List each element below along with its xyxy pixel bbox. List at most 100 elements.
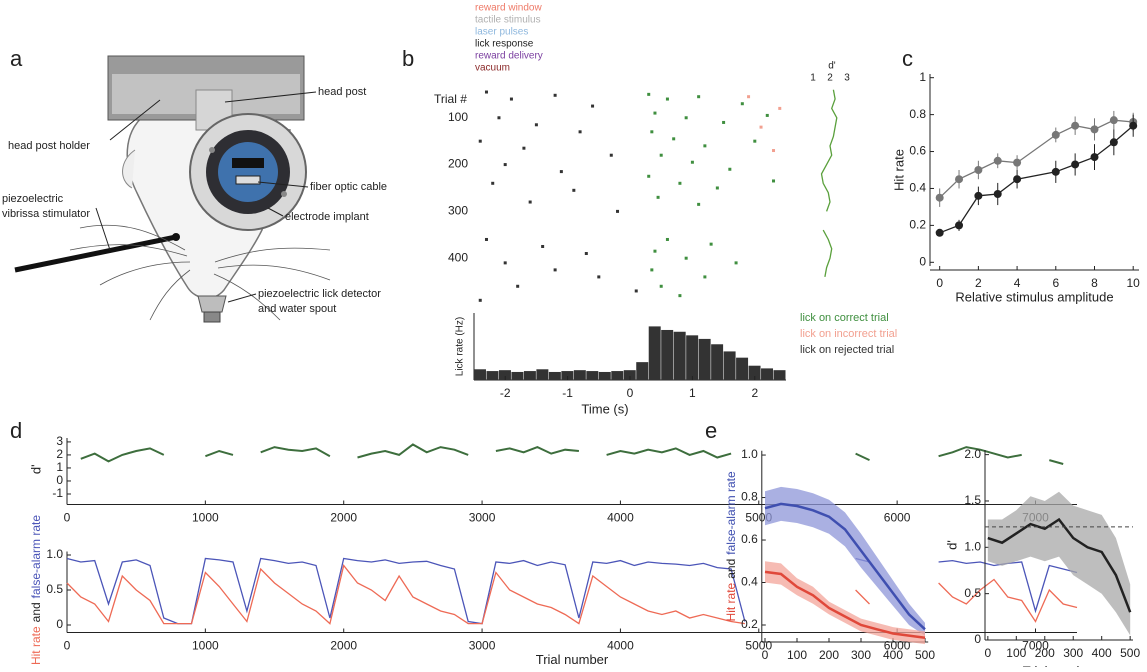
dprime-trace — [820, 89, 838, 278]
lick-mark — [709, 242, 713, 246]
x-tick-label: 0 — [936, 276, 943, 290]
lick-mark — [665, 97, 669, 101]
x-tick-label: -1 — [562, 386, 573, 400]
y-tick-label: -1 — [52, 486, 63, 500]
lick-mark — [653, 111, 657, 115]
y-axis-label-part: and — [29, 602, 43, 622]
lick-mark — [509, 97, 513, 101]
lick-mark — [684, 116, 688, 120]
lick-mark — [553, 268, 557, 272]
y-tick-label: 1.0 — [46, 547, 63, 561]
event-label: laser pulses — [475, 27, 528, 38]
histogram-bar — [486, 371, 499, 380]
lick-mark — [647, 92, 651, 96]
lick-mark — [616, 209, 620, 213]
y-tick-label: 0.5 — [46, 582, 63, 596]
leader-lines — [95, 91, 317, 303]
point — [1013, 175, 1022, 184]
lick-mark — [759, 125, 763, 129]
line — [939, 119, 1134, 199]
histogram-bar — [711, 344, 724, 380]
lick-mark — [528, 200, 532, 204]
panel-letter: e — [705, 418, 717, 443]
point — [974, 166, 983, 174]
lick-mark — [534, 123, 538, 127]
point — [1090, 153, 1099, 162]
y-tick-label: 0.4 — [909, 181, 926, 195]
y-axis-label-part: and — [724, 559, 738, 579]
panel-letter: a — [10, 46, 23, 71]
lick-mark — [634, 289, 638, 293]
x-tick-label: 200 — [819, 648, 839, 662]
confidence-band — [765, 486, 925, 636]
lick-mark — [678, 294, 682, 298]
event-label: lick response — [475, 39, 534, 50]
event-label: reward window — [475, 3, 542, 14]
lick-mark — [722, 120, 726, 124]
x-tick-label: 6000 — [884, 511, 911, 525]
y-axis-label-part: Hit rate — [29, 626, 43, 665]
histogram-bar — [586, 371, 599, 380]
lick-mark — [772, 149, 776, 153]
lick-mark — [478, 139, 482, 143]
y-axis-label: d' — [944, 540, 959, 550]
y-tick-label: 0.4 — [741, 575, 758, 589]
x-tick-label: 3 — [844, 73, 850, 84]
y-tick-label: 0.5 — [964, 586, 981, 600]
diagram-label: head post — [318, 86, 366, 98]
mouse-ear — [122, 149, 136, 189]
y-tick-label: 1 — [919, 70, 926, 84]
y-axis-label-part: false-alarm rate — [29, 515, 43, 599]
histogram-bar — [561, 371, 574, 380]
lick-mark — [684, 256, 688, 260]
x-tick-label: 0 — [627, 386, 634, 400]
y-tick-label: 2.0 — [964, 447, 981, 461]
x-tick-label: 300 — [1063, 646, 1083, 660]
x-tick-label: 500 — [915, 648, 935, 662]
event-label: vacuum — [475, 63, 510, 74]
y-tick-label: 0.8 — [741, 490, 758, 504]
diagram-label: electrode implant — [285, 211, 369, 223]
point — [993, 190, 1002, 198]
y-tick-label: 100 — [448, 110, 468, 124]
x-tick-label: 400 — [1092, 646, 1112, 660]
x-tick-label: 2 — [827, 73, 833, 84]
histogram-bar — [773, 370, 786, 380]
connector — [232, 158, 264, 168]
point — [935, 193, 944, 202]
lick-mark — [478, 298, 482, 302]
x-tick-label: 1 — [810, 73, 816, 84]
lick-mark — [484, 237, 488, 241]
lick-mark — [647, 174, 651, 178]
y-tick-label: 0.6 — [741, 532, 758, 546]
lick-mark — [659, 284, 663, 288]
lick-mark — [503, 261, 507, 265]
lick-mark — [584, 252, 588, 256]
x-tick-label: 0 — [762, 648, 769, 662]
legend-entry: lick on incorrect trial — [800, 328, 897, 340]
plot-title: d' — [828, 61, 836, 72]
histogram-bar — [573, 370, 586, 380]
stimulator-tip — [172, 233, 180, 241]
point — [955, 175, 964, 184]
diagram-label: fiber optic cable — [310, 181, 387, 193]
lick-mark — [491, 181, 495, 185]
point — [1071, 160, 1080, 169]
histogram-bar — [723, 351, 736, 380]
y-tick-label: 400 — [448, 250, 468, 264]
y-axis-label: d' — [28, 464, 43, 474]
x-tick-label: -2 — [500, 386, 511, 400]
histogram-bar — [648, 326, 661, 380]
histogram-bar — [761, 368, 774, 380]
x-tick-label: 1000 — [192, 511, 219, 525]
histogram-bar — [736, 357, 749, 380]
y-axis-label: Hit rate and false-alarm rate — [29, 515, 43, 665]
y-axis-label-part: Hit rate — [724, 582, 738, 621]
y-tick-label: 1 — [56, 460, 63, 474]
stimulator-rod — [14, 234, 177, 273]
x-tick-label: 0 — [64, 639, 71, 653]
x-tick-label: 2 — [751, 386, 758, 400]
y-tick-label: 1.0 — [964, 539, 981, 553]
y-tick-label: 0.8 — [909, 107, 926, 121]
lick-mark — [728, 167, 732, 171]
